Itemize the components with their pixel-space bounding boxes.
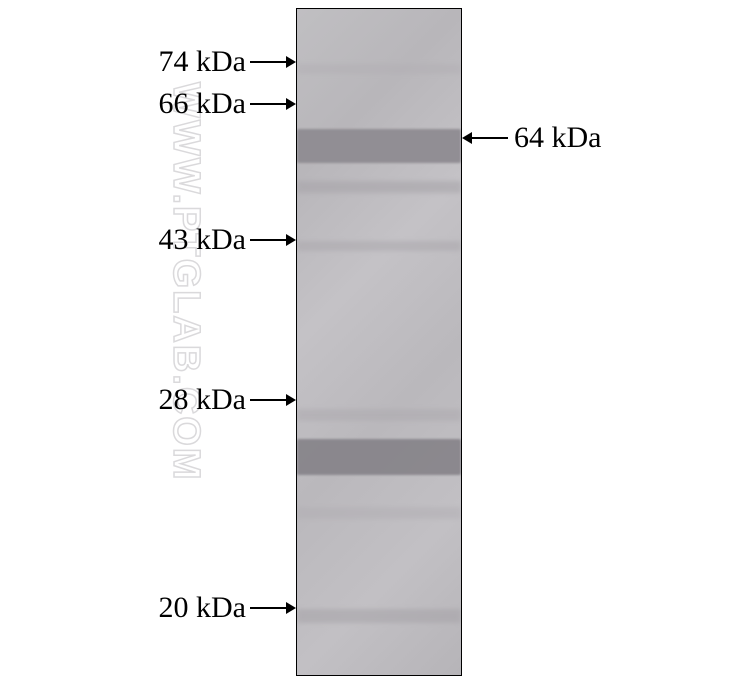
- gel-lane: [296, 8, 462, 676]
- mw-marker-label: 74 kDa: [159, 47, 296, 77]
- target-band-label: 64 kDa: [462, 123, 601, 153]
- gel-band: [297, 129, 461, 163]
- arrow-right-icon: [250, 54, 296, 70]
- gel-band: [297, 609, 461, 623]
- marker-text: 20 kDa: [159, 591, 246, 625]
- gel-band: [297, 241, 461, 251]
- target-text: 64 kDa: [514, 121, 601, 155]
- mw-marker-label: 43 kDa: [159, 225, 296, 255]
- mw-marker-label: 66 kDa: [159, 89, 296, 119]
- mw-marker-label: 28 kDa: [159, 385, 296, 415]
- gel-band: [297, 507, 461, 519]
- gel-band: [297, 409, 461, 421]
- marker-text: 28 kDa: [159, 383, 246, 417]
- gel-band: [297, 439, 461, 475]
- gel-lane-background: [297, 9, 461, 675]
- arrow-left-icon: [462, 130, 508, 146]
- gel-band: [297, 64, 461, 74]
- marker-text: 43 kDa: [159, 223, 246, 257]
- watermark-text: WWW.PTGLAB.COM: [164, 82, 207, 481]
- gel-figure: WWW.PTGLAB.COM 74 kDa 66 kDa 43 kDa 28 k…: [0, 0, 740, 684]
- gel-band: [297, 181, 461, 193]
- arrow-right-icon: [250, 392, 296, 408]
- arrow-right-icon: [250, 600, 296, 616]
- marker-text: 66 kDa: [159, 87, 246, 121]
- mw-marker-label: 20 kDa: [159, 593, 296, 623]
- marker-text: 74 kDa: [159, 45, 246, 79]
- arrow-right-icon: [250, 232, 296, 248]
- arrow-right-icon: [250, 96, 296, 112]
